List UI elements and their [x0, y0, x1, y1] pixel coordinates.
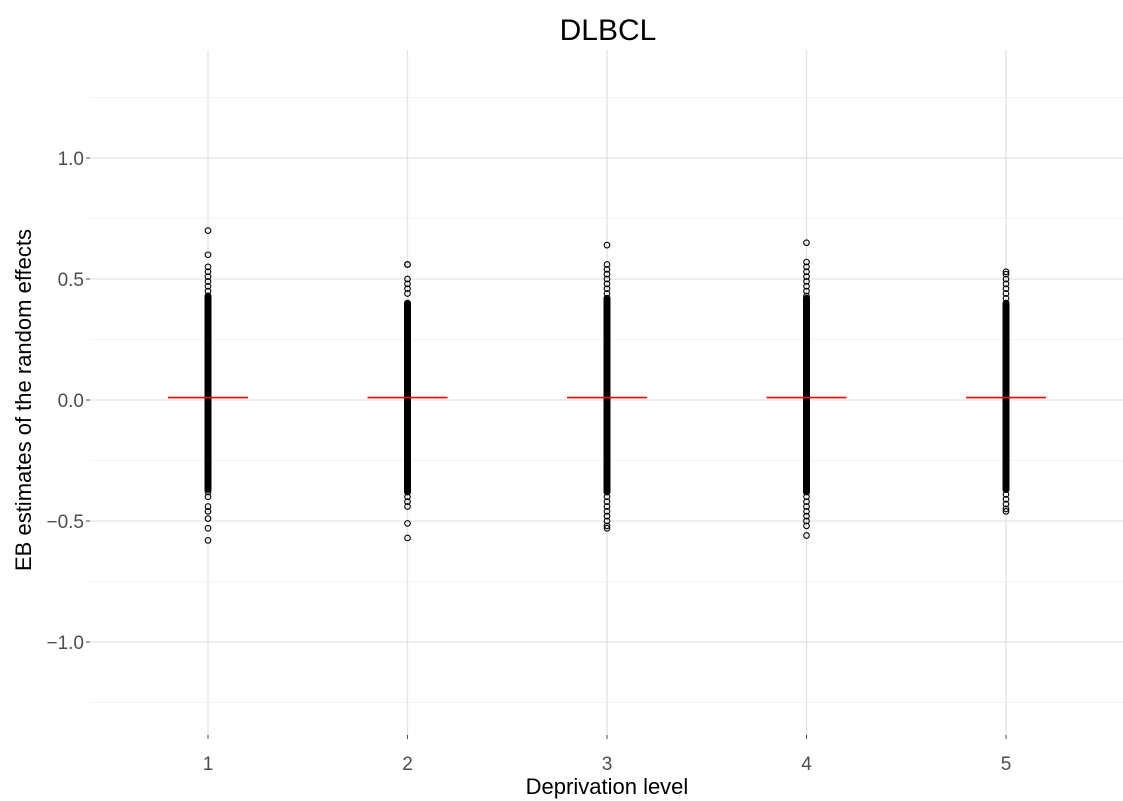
data-point: [803, 258, 810, 266]
data-point: [803, 263, 810, 271]
data-point: [204, 278, 212, 285]
data-point: [204, 227, 212, 234]
data-point: [404, 261, 411, 268]
data-point: [204, 251, 212, 259]
data-point: [803, 507, 810, 515]
data-point: [404, 503, 411, 510]
data-point: [404, 275, 411, 283]
data-point: [404, 493, 411, 501]
data-point: [404, 285, 411, 293]
data-point: [204, 263, 212, 271]
data-point: [803, 517, 810, 525]
data-point: [204, 273, 212, 280]
data-point: [603, 507, 611, 515]
data-point: [803, 532, 810, 539]
x-axis-title: Deprivation level: [526, 774, 689, 799]
data-point: [404, 280, 411, 288]
data-point: [1002, 268, 1010, 276]
data-point: [1002, 507, 1010, 515]
data-groups: [168, 227, 1046, 544]
data-point: [803, 498, 810, 505]
data-point: [204, 507, 212, 515]
data-point: [204, 503, 212, 510]
y-tick-label: −0.5: [46, 512, 84, 533]
data-point: [204, 515, 212, 522]
data-point: [603, 280, 611, 288]
data-point: [204, 268, 212, 276]
y-axis: −1.0 −0.5 0.0 0.5 1.0: [46, 149, 90, 654]
group-3: [567, 241, 647, 532]
data-point: [404, 290, 411, 297]
data-point: [1002, 505, 1010, 513]
data-point: [803, 282, 810, 290]
data-point: [803, 273, 810, 280]
y-tick-label: 0.0: [58, 391, 84, 412]
data-point: [404, 498, 411, 505]
data-point: [204, 537, 212, 544]
x-tick-label: 3: [602, 754, 613, 775]
data-point: [1002, 275, 1010, 283]
y-tick-label: 1.0: [58, 149, 84, 170]
data-point: [803, 268, 810, 276]
x-tick-label: 1: [203, 754, 214, 775]
data-point: [803, 512, 810, 520]
data-point: [1002, 290, 1010, 297]
data-point: [603, 290, 611, 297]
data-point: [204, 282, 212, 290]
x-tick-label: 5: [1001, 754, 1012, 775]
data-point: [603, 285, 611, 293]
data-point: [1002, 491, 1010, 498]
data-point: [803, 503, 810, 510]
data-point: [404, 520, 411, 527]
group-2: [367, 261, 448, 542]
data-point: [1002, 285, 1010, 293]
data-point: [603, 261, 611, 268]
data-point: [1002, 295, 1010, 302]
data-point: [204, 287, 212, 295]
x-tick-label: 4: [801, 754, 812, 775]
data-point: [803, 522, 810, 530]
data-point: [603, 517, 611, 525]
x-axis: 1 2 3 4 5: [203, 735, 1012, 775]
data-point: [603, 524, 611, 532]
data-point: [603, 498, 611, 505]
data-point: [803, 292, 810, 300]
data-point: [803, 278, 810, 285]
x-tick-label: 2: [402, 754, 413, 775]
data-point: [204, 488, 212, 496]
data-point: [603, 275, 611, 283]
data-point: [1002, 495, 1010, 503]
data-point: [1002, 280, 1010, 288]
data-point: [204, 493, 212, 501]
y-tick-label: 0.5: [58, 270, 84, 291]
data-point: [603, 512, 611, 520]
data-point: [603, 522, 611, 530]
data-point: [603, 241, 611, 249]
data-point: [1002, 270, 1010, 278]
data-point: [204, 524, 212, 532]
data-point: [803, 287, 810, 295]
data-point: [603, 503, 611, 510]
group-4: [766, 239, 847, 539]
data-point: [603, 270, 611, 278]
data-point: [803, 493, 810, 501]
group-1: [168, 227, 248, 544]
data-point: [404, 534, 411, 542]
chart-title: DLBCL: [560, 14, 657, 47]
y-tick-label: −1.0: [46, 633, 84, 654]
data-point: [603, 493, 611, 501]
group-5: [966, 268, 1046, 515]
data-point: [1002, 500, 1010, 508]
data-point: [803, 239, 810, 247]
y-axis-title: EB estimates of the random effects: [11, 229, 36, 571]
data-point: [603, 265, 611, 273]
